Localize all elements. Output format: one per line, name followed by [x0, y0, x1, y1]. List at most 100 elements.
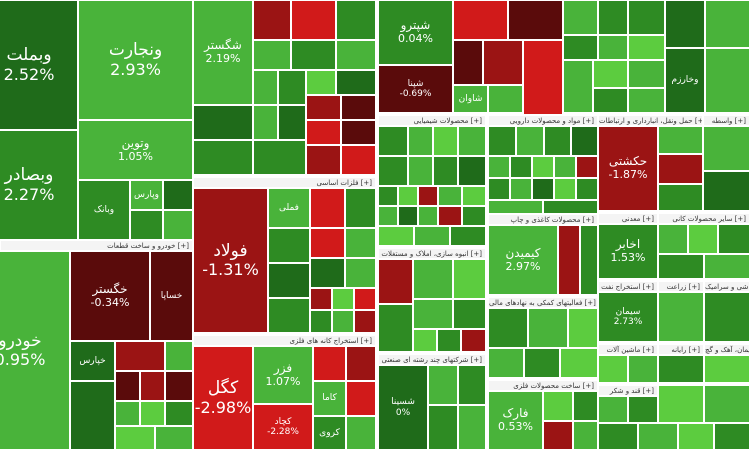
tile-small[interactable] — [306, 95, 341, 120]
tile-small[interactable] — [628, 355, 658, 383]
sector-header-paper[interactable]: محصولات کاغذی و چاپ [+] — [488, 214, 598, 225]
tile-small[interactable] — [543, 421, 573, 450]
tile-khsapa[interactable]: خساپا — [150, 251, 193, 341]
tile-small[interactable] — [508, 0, 563, 40]
tile-small[interactable] — [458, 156, 486, 186]
tile-small[interactable] — [345, 258, 376, 288]
tile-small[interactable] — [628, 35, 665, 60]
tile-small[interactable] — [714, 423, 750, 450]
tile-khpars[interactable]: خپارس — [70, 341, 115, 381]
tile-small[interactable] — [703, 171, 750, 211]
tile-small[interactable] — [378, 259, 413, 304]
tile-khgostar[interactable]: خگستر -0.34% — [70, 251, 150, 341]
tile-small[interactable] — [310, 310, 332, 333]
tile-small[interactable] — [704, 355, 750, 383]
sector-header-oil[interactable]: استخراج نفت [+] — [598, 281, 658, 292]
tile-small[interactable] — [345, 228, 376, 258]
tile-small[interactable] — [450, 226, 486, 246]
tile-small[interactable] — [453, 259, 486, 299]
tile-small[interactable] — [598, 396, 628, 423]
tile-small[interactable] — [462, 186, 486, 206]
tile-small[interactable] — [378, 226, 414, 246]
tile-vkharazm[interactable]: وخارزم — [665, 48, 705, 113]
tile-small[interactable] — [418, 186, 438, 206]
tile-small[interactable] — [568, 308, 598, 348]
tile-small[interactable] — [598, 0, 628, 35]
tile-small[interactable] — [408, 156, 433, 186]
tile-small[interactable] — [461, 329, 486, 352]
tile-small[interactable] — [560, 348, 598, 378]
tile-small[interactable] — [268, 228, 310, 263]
tile-kegol[interactable]: کگل -2.98% — [193, 346, 253, 450]
tile-small[interactable] — [163, 180, 193, 210]
tile-foolad[interactable]: فولاد -1.31% — [193, 188, 268, 333]
tile-small[interactable] — [313, 346, 346, 381]
tile-small[interactable] — [341, 95, 376, 120]
tile-small[interactable] — [703, 126, 750, 171]
tile-small[interactable] — [458, 405, 486, 450]
tile-vtoin[interactable]: وتوین 1.05% — [78, 120, 193, 180]
tile-shgostar[interactable]: شگستر 2.19% — [193, 0, 253, 105]
tile-small[interactable] — [115, 401, 140, 426]
tile-kama[interactable]: کاما — [313, 381, 346, 416]
sector-header-sugar[interactable]: قند و شکر [+] — [598, 385, 658, 396]
tile-small[interactable] — [165, 371, 193, 401]
tile-small[interactable] — [554, 178, 576, 200]
tile-small[interactable] — [453, 0, 508, 40]
tile-vbsader[interactable]: وبصادر 2.27% — [0, 130, 78, 240]
tile-small[interactable] — [705, 0, 750, 48]
sector-header-pharma[interactable]: مواد و محصولات دارویی [+] — [488, 115, 598, 126]
tile-small[interactable] — [336, 70, 376, 95]
tile-shavan[interactable]: شاوان — [453, 85, 488, 113]
tile-small[interactable] — [453, 299, 486, 329]
tile-small[interactable] — [413, 299, 453, 329]
tile-small[interactable] — [413, 259, 453, 299]
tile-small[interactable] — [580, 225, 598, 295]
tile-small[interactable] — [341, 145, 376, 175]
tile-small[interactable] — [704, 292, 750, 342]
tile-small[interactable] — [278, 105, 306, 140]
tile-small[interactable] — [488, 200, 543, 214]
tile-small[interactable] — [563, 60, 593, 113]
tile-small[interactable] — [163, 210, 193, 240]
tile-small[interactable] — [544, 126, 571, 156]
tile-small[interactable] — [488, 178, 510, 200]
tile-small[interactable] — [115, 341, 165, 371]
tile-small[interactable] — [378, 126, 408, 156]
tile-small[interactable] — [524, 348, 560, 378]
tile-small[interactable] — [598, 355, 628, 383]
sector-header-mining[interactable]: استخراج کانه های فلزی [+] — [193, 335, 376, 346]
tile-small[interactable] — [628, 60, 665, 88]
tile-small[interactable] — [398, 206, 418, 226]
tile-small[interactable] — [563, 35, 598, 60]
tile-kimidan[interactable]: کیمیدن 2.97% — [488, 225, 558, 295]
tile-small[interactable] — [658, 385, 704, 423]
tile-small[interactable] — [510, 156, 532, 178]
sector-header-wasete[interactable]: واسطه [+] — [703, 115, 750, 126]
tile-small[interactable] — [678, 423, 714, 450]
sector-header-metal-products[interactable]: ساخت محصولات فلزی [+] — [488, 380, 598, 391]
sector-header-cement[interactable]: سیمان، آهک و گچ [+] — [704, 344, 750, 355]
tile-small[interactable] — [593, 60, 628, 88]
tile-small[interactable] — [658, 154, 703, 184]
tile-small[interactable] — [336, 0, 376, 40]
tile-small[interactable] — [488, 85, 523, 113]
tile-small[interactable] — [658, 254, 704, 279]
sector-header-financial-aux[interactable]: فعالیتهای کمکی به نهادهای مالی [+] — [488, 297, 598, 308]
tile-shsina[interactable]: شسینا 0% — [378, 365, 428, 450]
tile-small[interactable] — [332, 310, 354, 333]
tile-small[interactable] — [306, 70, 336, 95]
sector-header-auto[interactable]: خودرو و ساخت قطعات [+] — [0, 240, 193, 251]
tile-fmeli[interactable]: فملی — [268, 188, 310, 228]
tile-small[interactable] — [532, 178, 554, 200]
tile-small[interactable] — [573, 391, 598, 421]
tile-small[interactable] — [310, 288, 332, 310]
tile-small[interactable] — [268, 263, 310, 298]
tile-small[interactable] — [573, 421, 598, 450]
tile-small[interactable] — [528, 308, 568, 348]
tile-small[interactable] — [704, 254, 750, 279]
tile-siman[interactable]: سیمان 2.73% — [598, 292, 658, 342]
tile-small[interactable] — [571, 126, 598, 156]
sector-header-realestate[interactable]: انبوه سازی، املاک و مستغلات [+] — [378, 248, 486, 259]
tile-small[interactable] — [628, 0, 665, 35]
